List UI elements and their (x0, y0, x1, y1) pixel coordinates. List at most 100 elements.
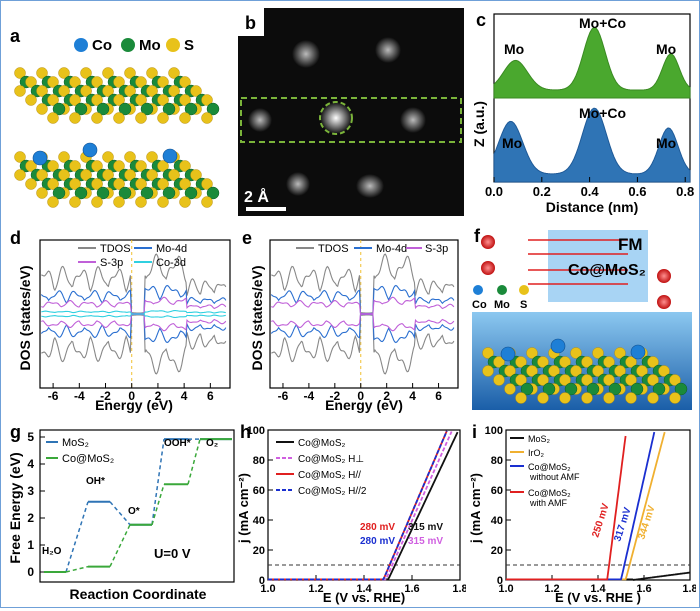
mo-atom (630, 382, 644, 396)
s-atom (14, 151, 26, 163)
free-energy-chart: g Free Energy (eV) 0 1 2 3 4 5 MoS₂ Co@MoS₂ O… (7, 422, 235, 602)
fm-schematic: f FM Co@MoS₂ Co Mo S (472, 226, 692, 410)
dos-curve (41, 313, 226, 319)
s-atom (647, 374, 659, 386)
s-atom (658, 365, 670, 377)
co-atom-circle (319, 101, 353, 135)
s-atom (25, 76, 37, 88)
co-atom (162, 148, 178, 164)
material-text: Co@MoS₂ (568, 262, 646, 279)
s-atom (669, 374, 681, 386)
svg-text:TDOS: TDOS (100, 243, 131, 255)
panel-i-xlabel: E (V vs. RHE ) (555, 590, 641, 605)
xtick: 1.6 (404, 583, 419, 595)
s-atom (493, 374, 505, 386)
s-atom (548, 365, 560, 377)
legend-a-co: Co (92, 37, 112, 54)
mos2-slab-top (14, 67, 220, 124)
ytick-g: 5 (27, 430, 34, 444)
panel-e-xlabel: Energy (eV) (325, 397, 403, 413)
s-atom (58, 85, 70, 97)
svg-text:IrO₂: IrO₂ (528, 448, 544, 458)
line-profile-box (240, 97, 462, 143)
s-atom (179, 178, 191, 190)
legend-a-mo: Mo (139, 37, 161, 54)
svg-text:Mo: Mo (494, 299, 510, 311)
co-atom (550, 338, 566, 354)
s-atom (47, 112, 59, 124)
dos-curves-d (40, 240, 227, 388)
s-atom (515, 356, 527, 368)
co-atom (32, 150, 48, 166)
mo-atom (184, 186, 198, 200)
co-mos2-slab-bottom (14, 142, 220, 208)
s-atom (559, 356, 571, 368)
svg-text:MoS₂: MoS₂ (62, 437, 89, 449)
svg-text:H₂O: H₂O (42, 546, 62, 557)
s-atom (69, 196, 81, 208)
xtick: 4 (409, 389, 416, 403)
energy-connector (109, 501, 131, 526)
s-atom (647, 392, 659, 404)
xtick-c: 0.2 (533, 184, 551, 199)
s-atom (69, 178, 81, 190)
svg-text:Mo-4d: Mo-4d (156, 243, 187, 255)
s-atom (113, 94, 125, 106)
peak-bot-moco: Mo+Co (579, 105, 626, 121)
xtick: 2 (155, 389, 162, 403)
svg-text:344 mV: 344 mV (636, 504, 657, 541)
s-atom (36, 103, 48, 115)
s-atom (124, 67, 136, 79)
s-atom (58, 169, 70, 181)
xtick-c: 0.8 (676, 184, 694, 199)
panel-c-xlabel: Distance (nm) (546, 199, 639, 215)
s-atom (636, 365, 648, 377)
s-atom (625, 392, 637, 404)
s-atom (157, 76, 169, 88)
s-atom (36, 85, 48, 97)
co-atom (500, 346, 516, 362)
svg-text:Co@MoS₂ H⊥: Co@MoS₂ H⊥ (298, 454, 364, 465)
lsv-curve (268, 430, 448, 581)
s-atom (168, 85, 180, 97)
dos-chart-d: d DOS (states/eV) TDOS Mo-4d S-3p Co-3d … (10, 228, 231, 413)
panel-e: e DOS (states/eV) TDOS Mo-4d S-3p -6 -4 -2… (238, 222, 464, 414)
panel-g-label: g (10, 422, 21, 442)
s-atom (113, 76, 125, 88)
s-atom (201, 196, 213, 208)
energy-connector (65, 565, 89, 573)
s-atom (14, 67, 26, 79)
s-atom (25, 178, 37, 190)
scale-bar-label: 2 Å (244, 187, 269, 206)
mo-atom (52, 186, 66, 200)
s-atom (124, 85, 136, 97)
s-atom (113, 196, 125, 208)
s-atom (537, 356, 549, 368)
s-atom (179, 196, 191, 208)
s-atom (69, 76, 81, 88)
fm-text: FM (618, 235, 643, 254)
s-atom (91, 196, 103, 208)
s-atom (69, 94, 81, 106)
mo-atom (118, 102, 132, 116)
ytick: 0 (497, 575, 503, 587)
co-atom (630, 344, 646, 360)
co-atom (82, 142, 98, 158)
panel-e-xticks: -6 -4 -2 0 2 4 6 (278, 383, 442, 403)
xtick: 1.4 (356, 583, 372, 595)
s-atom (47, 160, 59, 172)
co-mos2-slab-f (482, 338, 688, 404)
s-atom (504, 365, 516, 377)
panel-a-structure: Co Mo S (14, 37, 220, 208)
mo-atom (520, 382, 534, 396)
s-atom (135, 94, 147, 106)
s-atom (102, 67, 114, 79)
energy-connector (151, 484, 165, 525)
panel-b-label-bg (238, 8, 264, 36)
fm-box (548, 230, 648, 302)
s-atom (526, 347, 538, 359)
xtick: 4 (181, 389, 188, 403)
energy-connector (65, 501, 89, 573)
ytick: 20 (491, 545, 503, 557)
s-atom (614, 365, 626, 377)
